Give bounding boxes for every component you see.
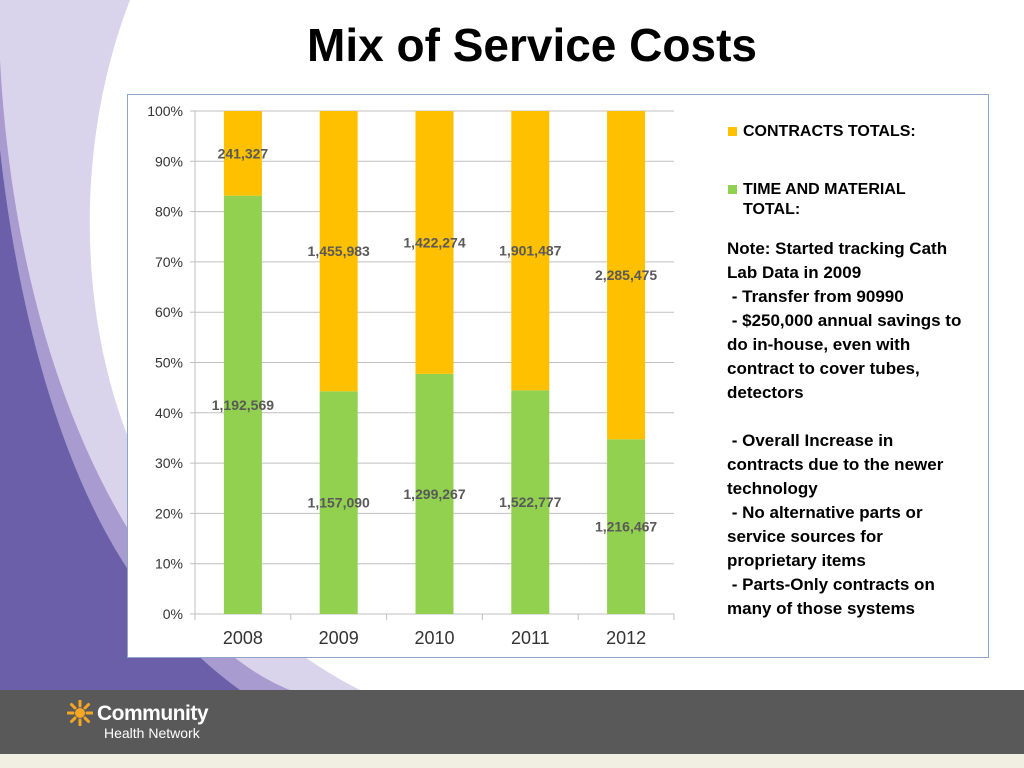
data-label-contracts: 1,422,274	[403, 234, 465, 250]
stacked-bar-chart: 0% 10% 20% 30% 40% 50% 60% 70% 80% 90% 100% 1,192,5…	[147, 103, 675, 648]
x-tick-label: 2010	[414, 628, 454, 648]
y-tick-label: 40%	[155, 405, 183, 421]
bar-contracts	[511, 111, 550, 391]
x-tick-label: 2011	[511, 628, 550, 648]
data-label-contracts: 1,901,487	[499, 243, 561, 259]
legend-swatch-time-material	[728, 185, 737, 194]
bar-contracts	[415, 111, 454, 374]
y-tick-label: 10%	[155, 556, 183, 572]
y-tick-label: 80%	[155, 204, 183, 220]
data-label-time-material: 1,157,090	[308, 495, 370, 511]
y-tick-label: 90%	[155, 153, 183, 169]
slide-title: Mix of Service Costs	[307, 19, 757, 71]
data-label-time-material: 1,192,569	[212, 397, 274, 413]
organization-logo: Community Health Network	[67, 700, 209, 741]
x-tick-label: 2009	[319, 628, 359, 648]
footer-bar	[0, 690, 1024, 754]
chart-frame: 0% 10% 20% 30% 40% 50% 60% 70% 80% 90% 100% 1,192,5…	[127, 94, 989, 658]
bar-time-material	[607, 439, 646, 614]
legend-label-time-material: TIME AND MATERIAL TOTAL:	[743, 181, 906, 218]
y-tick-label: 30%	[155, 455, 183, 471]
x-tick-label: 2008	[223, 628, 263, 648]
data-label-time-material: 1,522,777	[499, 494, 561, 510]
data-label-time-material: 1,216,467	[595, 519, 657, 535]
bar-time-material	[223, 195, 262, 614]
legend-swatch-contracts	[728, 127, 737, 136]
bar-time-material	[511, 390, 550, 614]
y-tick-label: 0%	[163, 606, 183, 622]
bar-contracts	[319, 111, 358, 392]
bar-time-material	[319, 391, 358, 614]
footer-strip	[0, 754, 1024, 768]
y-tick-label: 50%	[155, 355, 183, 371]
y-tick-label: 20%	[155, 505, 183, 521]
legend-item-time-material: TIME AND MATERIAL TOTAL:	[728, 180, 953, 220]
bar-contracts	[223, 111, 262, 196]
data-label-contracts: 241,327	[218, 145, 269, 161]
logo-subname: Health Network	[104, 725, 200, 741]
slide-note: Note: Started tracking Cath Lab Data in …	[727, 239, 962, 618]
data-label-time-material: 1,299,267	[403, 486, 465, 502]
x-tick-label: 2012	[606, 628, 646, 648]
legend-item-contracts: CONTRACTS TOTALS:	[728, 122, 953, 142]
y-tick-label: 70%	[155, 254, 183, 270]
legend-label-contracts: CONTRACTS TOTALS:	[743, 123, 916, 140]
y-tick-label: 100%	[147, 103, 183, 119]
data-label-contracts: 2,285,475	[595, 267, 657, 283]
bar-contracts	[607, 111, 646, 440]
sunburst-logo-icon	[67, 700, 93, 726]
bar-time-material	[415, 373, 454, 614]
data-label-contracts: 1,455,983	[308, 243, 370, 259]
logo-name: Community	[97, 702, 209, 725]
y-tick-label: 60%	[155, 304, 183, 320]
